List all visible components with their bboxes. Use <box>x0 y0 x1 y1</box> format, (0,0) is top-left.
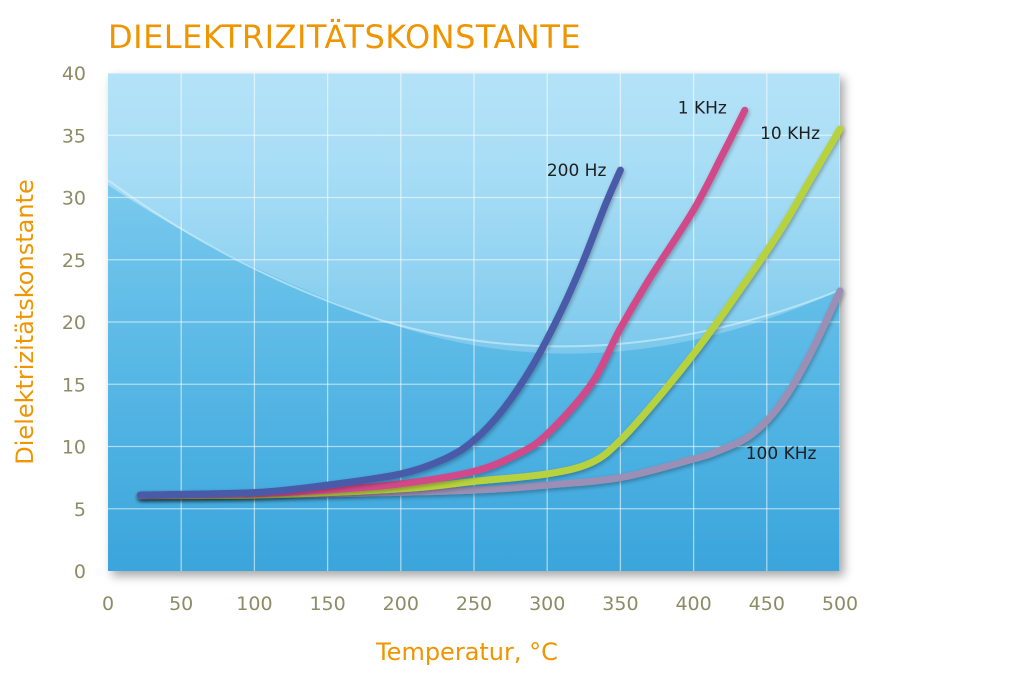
x-axis-ticks: 0 50 100 150 200 250 300 350 400 450 500 <box>102 593 858 615</box>
x-tick-label: 50 <box>169 593 193 615</box>
y-tick-label: 15 <box>62 374 86 396</box>
x-tick-label: 450 <box>749 593 785 615</box>
y-tick-label: 35 <box>62 125 86 147</box>
x-tick-label: 350 <box>602 593 638 615</box>
x-tick-label: 150 <box>309 593 345 615</box>
x-axis-title: Temperatur, °C <box>375 638 558 666</box>
x-tick-label: 400 <box>675 593 711 615</box>
y-tick-label: 25 <box>62 250 86 272</box>
series-label-10-khz: 10 KHz <box>760 124 820 144</box>
series-label-100-khz: 100 KHz <box>746 444 817 464</box>
series-label-200-hz: 200 Hz <box>547 161 607 181</box>
y-tick-label: 20 <box>62 312 86 334</box>
y-tick-label: 40 <box>62 63 86 85</box>
series-line-1-khz <box>136 106 749 499</box>
y-tick-label: 30 <box>62 188 86 210</box>
y-axis-ticks: 0 5 10 15 20 25 30 35 40 <box>62 63 86 583</box>
x-tick-label: 500 <box>822 593 858 615</box>
series-line-200-hz <box>136 166 624 499</box>
series-labels: 200 Hz 1 KHz 10 KHz 100 KHz <box>547 98 820 464</box>
x-tick-label: 0 <box>102 593 114 615</box>
x-tick-label: 250 <box>456 593 492 615</box>
x-tick-label: 300 <box>529 593 565 615</box>
y-tick-label: 5 <box>74 499 86 521</box>
series-label-1-khz: 1 KHz <box>678 98 727 118</box>
x-tick-label: 100 <box>236 593 272 615</box>
y-tick-label: 0 <box>74 561 86 583</box>
y-axis-title: Dielektrizitätskonstante <box>11 179 39 464</box>
series-lines <box>136 106 844 500</box>
chart-title: DIELEKTRIZITÄTSKONSTANTE <box>108 18 582 56</box>
y-tick-label: 10 <box>62 437 86 459</box>
x-tick-label: 200 <box>383 593 419 615</box>
